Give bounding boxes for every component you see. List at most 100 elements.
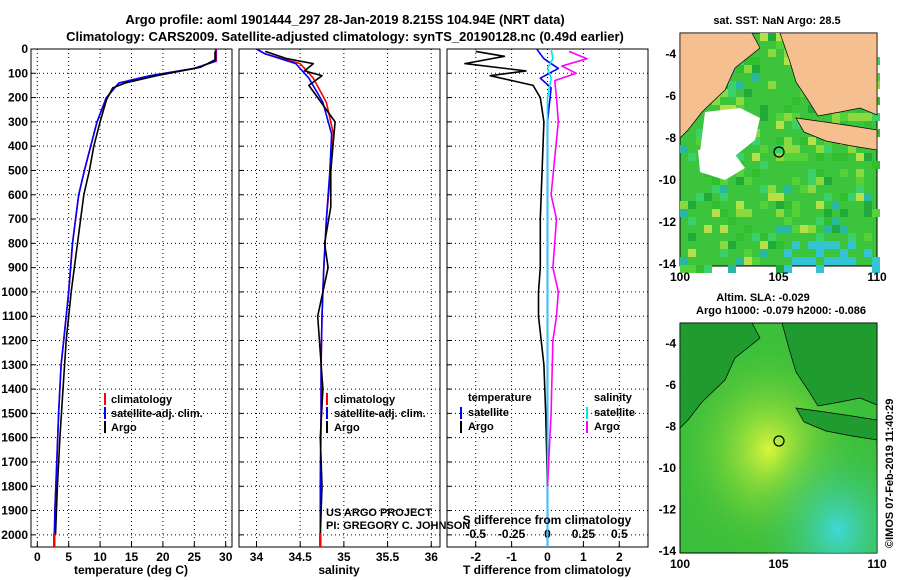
sst-pixel (744, 257, 752, 265)
map-lon-label: 100 (670, 557, 690, 571)
depth-tick-label: 300 (8, 115, 28, 129)
sst-missing-data (698, 148, 745, 180)
sst-pixel (856, 113, 864, 121)
sst-pixel (696, 137, 704, 145)
sst-pixel (856, 105, 864, 113)
sst-pixel (744, 225, 752, 233)
sst-pixel (776, 33, 784, 41)
depth-tick-label: 1700 (1, 455, 28, 469)
sst-pixel (864, 113, 872, 121)
sst-pixel (760, 33, 768, 41)
sst-pixel (840, 225, 848, 233)
sst-pixel (720, 177, 728, 185)
map-lat-label: -8 (665, 420, 676, 434)
sst-pixel (824, 257, 832, 265)
sst-pixel (768, 49, 776, 57)
sst-pixel (832, 225, 840, 233)
sst-pixel (792, 209, 800, 217)
sst-pixel (848, 233, 856, 241)
imos-credit: ©IMOS 07-Feb-2019 11:40:29 (884, 399, 896, 548)
sst-pixel (840, 193, 848, 201)
project-credit: US ARGO PROJECT (326, 507, 432, 519)
sst-pixel (696, 193, 704, 201)
sst-pixel (768, 33, 776, 41)
sst-pixel (720, 105, 728, 113)
sst-pixel (728, 89, 736, 97)
depth-tick-label: 1500 (1, 406, 28, 420)
sst-pixel (776, 201, 784, 209)
legend-argo: Argo (334, 422, 360, 434)
legend-satellite: satellite-adj. clim. (111, 408, 203, 420)
depth-tick-label: 1200 (1, 334, 28, 348)
map-lon-label: 110 (867, 270, 887, 284)
x-tick-label: 34.5 (288, 550, 312, 564)
sst-pixel (744, 209, 752, 217)
depth-tick-label: 800 (8, 236, 28, 250)
sst-pixel (840, 257, 848, 265)
series-line-s-satellite (546, 48, 554, 547)
sst-pixel (728, 265, 736, 273)
sst-pixel (776, 193, 784, 201)
sst-pixel (760, 105, 768, 113)
sst-pixel (792, 153, 800, 161)
sst-pixel (768, 193, 776, 201)
depth-tick-label: 1600 (1, 431, 28, 445)
series-line-t-argo (464, 50, 549, 487)
sst-pixel (712, 209, 720, 217)
sst-pixel (792, 257, 800, 265)
sst-pixel (864, 193, 872, 201)
sst-pixel (768, 241, 776, 249)
title-line1: Argo profile: aoml 1901444_297 28-Jan-20… (125, 12, 564, 27)
depth-tick-label: 500 (8, 163, 28, 177)
sst-pixel (848, 193, 856, 201)
sst-pixel (736, 201, 744, 209)
sst-pixel (800, 225, 808, 233)
sst-pixel (840, 153, 848, 161)
sst-pixel (736, 153, 744, 161)
x-tick-label: 1 (580, 550, 587, 564)
series-line-climatology (53, 49, 218, 548)
sst-pixel (784, 145, 792, 153)
sst-pixel (792, 97, 800, 105)
sst-pixel (824, 241, 832, 249)
depth-tick-label: 700 (8, 212, 28, 226)
sst-pixel (720, 225, 728, 233)
depth-tick-label: 200 (8, 91, 28, 105)
sst-pixel (704, 193, 712, 201)
borneo-landmass (779, 32, 878, 117)
sst-pixel (720, 249, 728, 257)
sst-pixel (768, 233, 776, 241)
legend-climatology: climatology (334, 394, 396, 406)
sst-pixel (840, 169, 848, 177)
legend-satellite: satellite-adj. clim. (334, 408, 426, 420)
depth-tick-label: 1300 (1, 358, 28, 372)
depth-tick-label: 1100 (2, 309, 28, 323)
sst-pixel (760, 185, 768, 193)
sst-pixel (848, 241, 856, 249)
sst-pixel (712, 185, 720, 193)
sst-pixel (720, 241, 728, 249)
sst-pixel (696, 129, 704, 137)
sst-pixel (792, 145, 800, 153)
map-lat-label: -6 (665, 89, 676, 103)
sst-pixel (864, 121, 872, 129)
map-lat-label: -4 (665, 337, 676, 351)
sst-pixel (872, 161, 880, 169)
sst-pixel (864, 209, 872, 217)
sst-pixel (840, 113, 848, 121)
sst-pixel (736, 65, 744, 73)
sst-pixel (856, 177, 864, 185)
sst-pixel (784, 201, 792, 209)
sla-map-title-1: Altim. SLA: -0.029 (716, 292, 810, 304)
sst-pixel (680, 265, 688, 273)
legend-t-satellite: satellite (468, 407, 509, 419)
sst-pixel (752, 169, 760, 177)
sst-pixel (832, 201, 840, 209)
series-line-argo (54, 51, 216, 535)
legend-t-argo: Argo (468, 421, 494, 433)
sst-pixel (808, 225, 816, 233)
sst-pixel (808, 169, 816, 177)
sst-pixel (800, 153, 808, 161)
sst-pixel (848, 257, 856, 265)
sst-pixel (816, 249, 824, 257)
